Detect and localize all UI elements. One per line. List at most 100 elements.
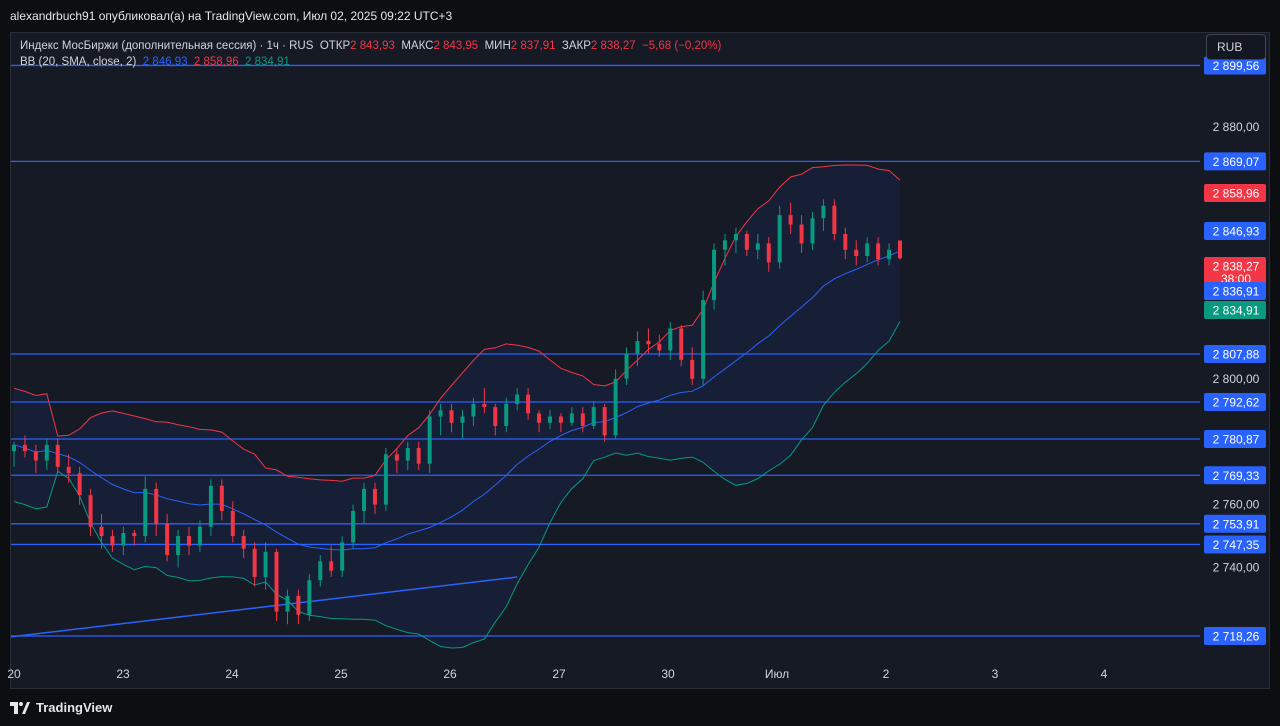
low-label: МИН <box>484 40 511 52</box>
price-badge-label-3: 2 836,91 <box>1213 285 1260 299</box>
candle-body-4 <box>55 444 60 467</box>
price-badge-label-1: 2 846,93 <box>1213 225 1260 239</box>
currency-button[interactable]: RUB <box>1206 34 1266 60</box>
candle-body-77 <box>854 249 859 257</box>
bb-upper-line <box>13 164 901 482</box>
candle-body-52 <box>580 413 585 426</box>
candle-body-18 <box>208 485 213 527</box>
bb-band-fill <box>14 165 900 648</box>
price-badge-1 <box>1204 222 1266 240</box>
candle-body-68 <box>755 243 760 250</box>
candle-body-81 <box>898 240 902 259</box>
x-tick-label-8: 2 <box>883 667 890 681</box>
x-tick-label-9: 3 <box>992 667 999 681</box>
bb-basis-value: 2 846,93 <box>142 56 188 68</box>
candle-body-45 <box>504 403 509 426</box>
chart-panel[interactable] <box>10 32 1270 689</box>
candle-body-55 <box>613 378 618 436</box>
candle-body-35 <box>394 454 399 461</box>
candle-body-31 <box>351 510 356 543</box>
candle-body-14 <box>165 523 170 555</box>
candle-body-76 <box>843 233 848 250</box>
price-badge-label-2: 2 838,27 <box>1213 260 1260 274</box>
candle-body-34 <box>383 454 388 505</box>
candle-body-6 <box>77 473 82 496</box>
price-badge-4 <box>1204 301 1266 319</box>
level-badge-label-1: 2 869,07 <box>1213 155 1260 169</box>
trendline <box>10 576 518 638</box>
candle-body-40 <box>449 410 454 423</box>
x-tick-label-3: 25 <box>334 667 348 681</box>
open-label: ОТКР <box>319 40 351 52</box>
x-tick-label-1: 23 <box>116 667 130 681</box>
currency-label: RUB <box>1217 40 1243 54</box>
change-value: −5,68 (−0,20%) <box>642 40 722 52</box>
candle-body-71 <box>788 215 793 225</box>
candle-body-12 <box>143 488 148 537</box>
candle-body-51 <box>569 413 574 423</box>
candle-body-57 <box>635 340 640 354</box>
price-badge-0 <box>1204 184 1266 202</box>
x-tick-label-2: 24 <box>225 667 239 681</box>
candle-body-21 <box>241 536 246 549</box>
level-badge-5 <box>1204 466 1266 485</box>
publisher-text: alexandrbuch91 опубликовал(а) на Trading… <box>10 9 453 23</box>
symbol-name[interactable]: Индекс МосБиржи (дополнительная сессия) … <box>20 40 314 52</box>
level-badge-1 <box>1204 152 1266 171</box>
candle-body-70 <box>777 215 782 263</box>
candle-body-28 <box>318 561 323 581</box>
bb-basis-line <box>13 250 901 551</box>
candle-body-32 <box>362 488 367 511</box>
candle-body-43 <box>482 403 487 408</box>
price-badge-2 <box>1204 257 1266 287</box>
candle-body-7 <box>88 495 93 527</box>
y-tick-label-3: 2 740,00 <box>1213 561 1260 575</box>
level-badge-label-6: 2 753,91 <box>1213 517 1260 531</box>
x-tick-label-0: 20 <box>7 667 21 681</box>
candle-body-24 <box>274 551 279 612</box>
price-badge-3 <box>1204 282 1266 300</box>
candle-body-8 <box>99 526 104 537</box>
publisher-bar: alexandrbuch91 опубликовал(а) на Trading… <box>0 0 1280 32</box>
level-badge-label-5: 2 769,33 <box>1213 469 1260 483</box>
y-tick-label-0: 2 880,00 <box>1213 120 1260 134</box>
candle-body-29 <box>329 561 334 571</box>
candle-body-36 <box>405 447 410 461</box>
candle-body-37 <box>416 447 421 464</box>
candle-body-15 <box>176 536 181 555</box>
tradingview-brand[interactable]: TradingView <box>10 700 112 715</box>
candle-body-41 <box>460 416 465 423</box>
x-tick-label-6: 30 <box>661 667 675 681</box>
candle-body-20 <box>230 510 235 537</box>
level-badge-2 <box>1204 344 1266 363</box>
candle-body-69 <box>766 243 771 263</box>
x-tick-label-10: 4 <box>1101 667 1108 681</box>
y-tick-label-2: 2 760,00 <box>1213 498 1260 512</box>
candle-body-17 <box>197 526 202 546</box>
candle-body-80 <box>887 249 892 260</box>
candle-body-25 <box>285 595 290 612</box>
candle-body-63 <box>701 300 706 379</box>
level-badge-4 <box>1204 429 1266 448</box>
price-badge-label-0: 2 858,96 <box>1213 187 1260 201</box>
candle-body-23 <box>263 551 268 578</box>
candle-body-67 <box>744 233 749 250</box>
candle-body-16 <box>187 536 192 546</box>
candle-body-75 <box>832 205 837 234</box>
candle-body-53 <box>591 407 596 426</box>
candle-body-66 <box>733 233 738 241</box>
level-badge-3 <box>1204 392 1266 411</box>
bb-indicator-label[interactable]: BB (20, SMA, close, 2) <box>20 56 137 68</box>
candle-body-64 <box>712 249 717 301</box>
brand-label: TradingView <box>36 700 113 715</box>
level-badge-7 <box>1204 535 1266 554</box>
level-badge-label-4: 2 780,87 <box>1213 432 1260 446</box>
level-badge-label-3: 2 792,62 <box>1213 395 1260 409</box>
x-tick-label-7: Июл <box>765 667 789 681</box>
candle-body-54 <box>602 407 607 436</box>
close-value: 2 838,27 <box>590 40 636 52</box>
chart-legend: Индекс МосБиржи (дополнительная сессия) … <box>20 38 721 70</box>
candle-body-48 <box>537 413 542 423</box>
high-value: 2 843,95 <box>433 40 479 52</box>
